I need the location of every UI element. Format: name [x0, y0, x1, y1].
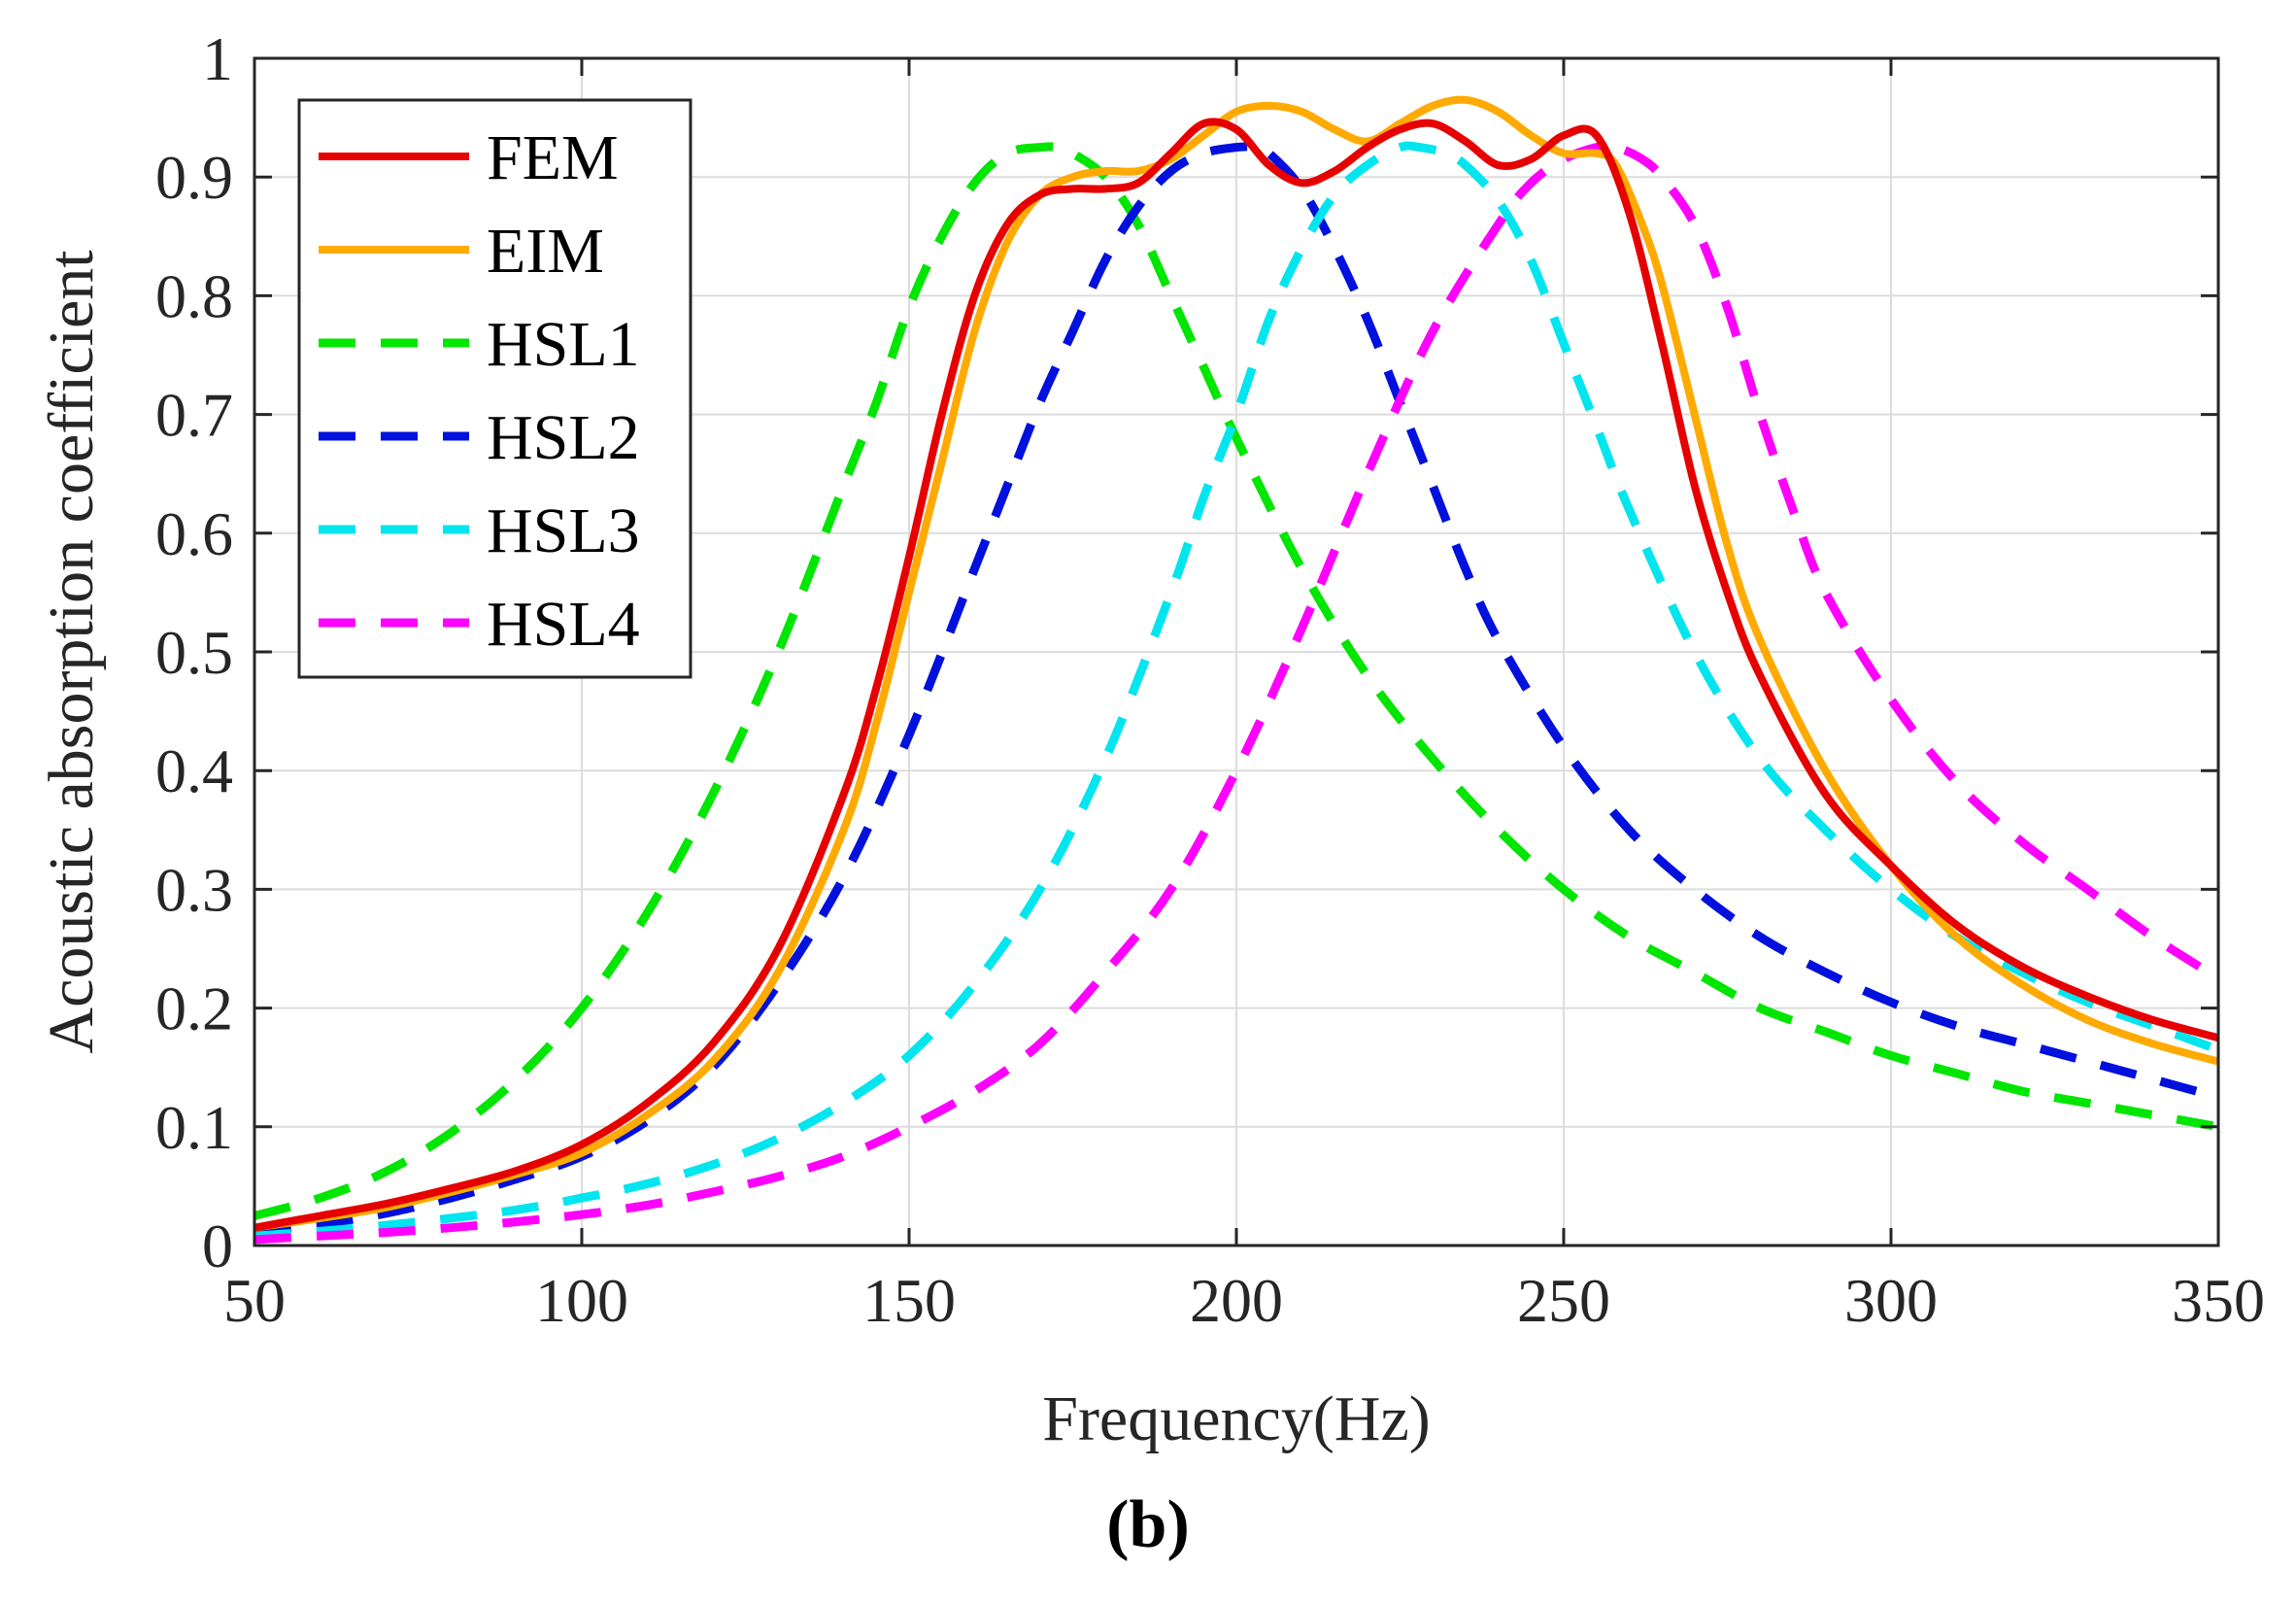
- y-tick-label: 0.3: [155, 855, 233, 924]
- y-tick-label: 0.5: [155, 618, 233, 687]
- series-line-hsl4: [253, 141, 2221, 1245]
- y-tick-label: 0.7: [155, 381, 233, 450]
- legend-box: [297, 98, 692, 679]
- y-tick-label: 0.4: [155, 736, 233, 805]
- x-tick-label: 50: [223, 1266, 286, 1335]
- y-tick-label: 1: [202, 24, 233, 93]
- y-axis-title: Acoustic absorption coefficient: [36, 250, 107, 1053]
- x-tick-label: 150: [862, 1266, 956, 1335]
- legend-label-hsl3: HSL3: [487, 495, 640, 566]
- series-line-hsl2: [253, 142, 2220, 1236]
- series-line-eim: [253, 95, 2220, 1232]
- axis-ticks: 50 100 150 200 250 300 350 0 0.1 0.2 0.3 0.4 0.5 0.6 0…: [155, 24, 2265, 1335]
- y-tick-label: 0.1: [155, 1093, 233, 1162]
- x-tick-label: 250: [1517, 1266, 1610, 1335]
- y-tick-label: 0.9: [155, 143, 233, 212]
- x-axis-title: Frequency(Hz): [1042, 1383, 1430, 1454]
- series-line-fem: [253, 118, 2220, 1232]
- legend-label-eim: EIM: [487, 216, 604, 287]
- legend-label-hsl4: HSL4: [487, 589, 640, 660]
- x-tick-label: 100: [535, 1266, 628, 1335]
- legend: FEM EIM HSL1 HSL2 HSL3 HSL4: [297, 98, 692, 679]
- y-tick-label: 0.8: [155, 261, 233, 330]
- figure-caption: (b): [1106, 1487, 1190, 1562]
- series-layer: [253, 95, 2221, 1245]
- y-tick-label: 0.6: [155, 499, 233, 568]
- y-tick-label: 0.2: [155, 974, 233, 1043]
- legend-label-hsl1: HSL1: [487, 309, 640, 380]
- series-line-hsl3: [253, 141, 2220, 1241]
- x-tick-label: 300: [1844, 1266, 1938, 1335]
- y-tick-label: 0: [202, 1212, 233, 1280]
- legend-label-hsl2: HSL2: [487, 402, 640, 473]
- x-tick-label: 350: [2172, 1266, 2265, 1335]
- x-tick-label: 200: [1190, 1266, 1283, 1335]
- series-line-hsl1: [253, 142, 2219, 1220]
- legend-label-fem: FEM: [487, 122, 619, 193]
